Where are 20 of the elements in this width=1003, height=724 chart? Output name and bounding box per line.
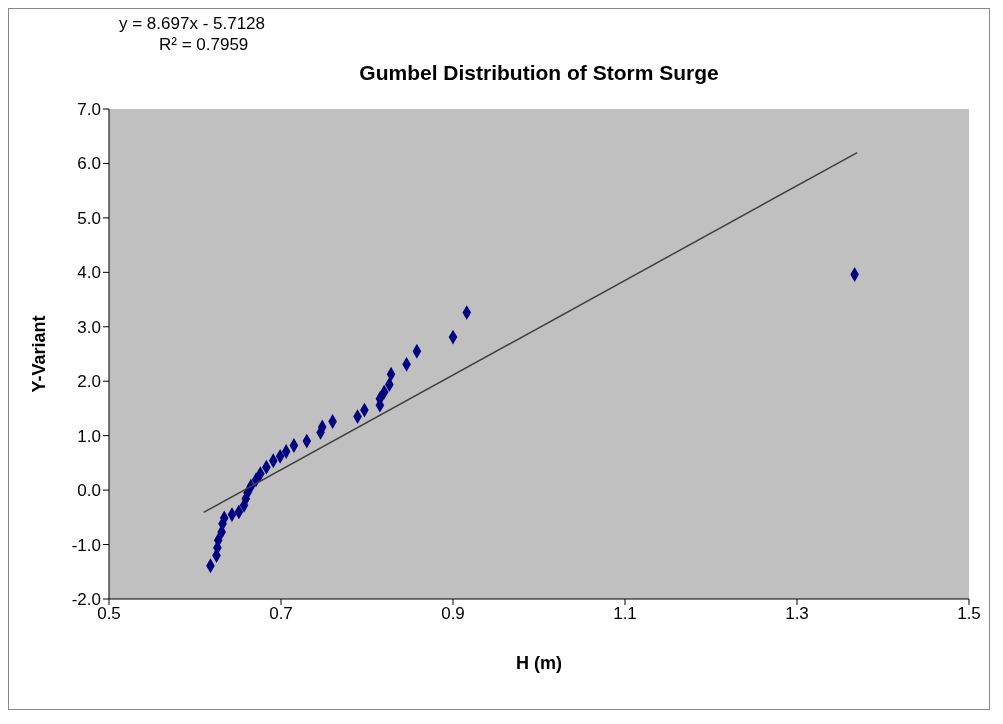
x-tick-label: 0.7: [269, 604, 293, 624]
x-tick-label: 1.3: [785, 604, 809, 624]
y-tick-label: 0.0: [77, 481, 101, 501]
x-tick-label: 1.5: [957, 604, 981, 624]
x-axis-title: H (m): [516, 653, 562, 673]
y-tick-label: 7.0: [77, 100, 101, 120]
y-tick-label: 3.0: [77, 317, 101, 337]
y-tick-label: 6.0: [77, 154, 101, 174]
y-tick-label: 1.0: [77, 426, 101, 446]
y-tick-label: 4.0: [77, 263, 101, 283]
x-tick-label: 0.9: [441, 604, 465, 624]
chart-title: Gumbel Distribution of Storm Surge: [358, 61, 720, 85]
x-tick-label: 1.1: [613, 604, 637, 624]
text: y = 8.697x - 5.7128: [119, 13, 266, 34]
y-axis-title: Y-Variant: [29, 315, 50, 393]
y-tick-label: 2.0: [77, 372, 101, 392]
y-tick-label: -1.0: [71, 535, 101, 555]
x-tick-label: 0.5: [97, 604, 121, 624]
text: R² = 0.7959: [158, 34, 250, 55]
y-tick-label: 5.0: [77, 208, 101, 228]
